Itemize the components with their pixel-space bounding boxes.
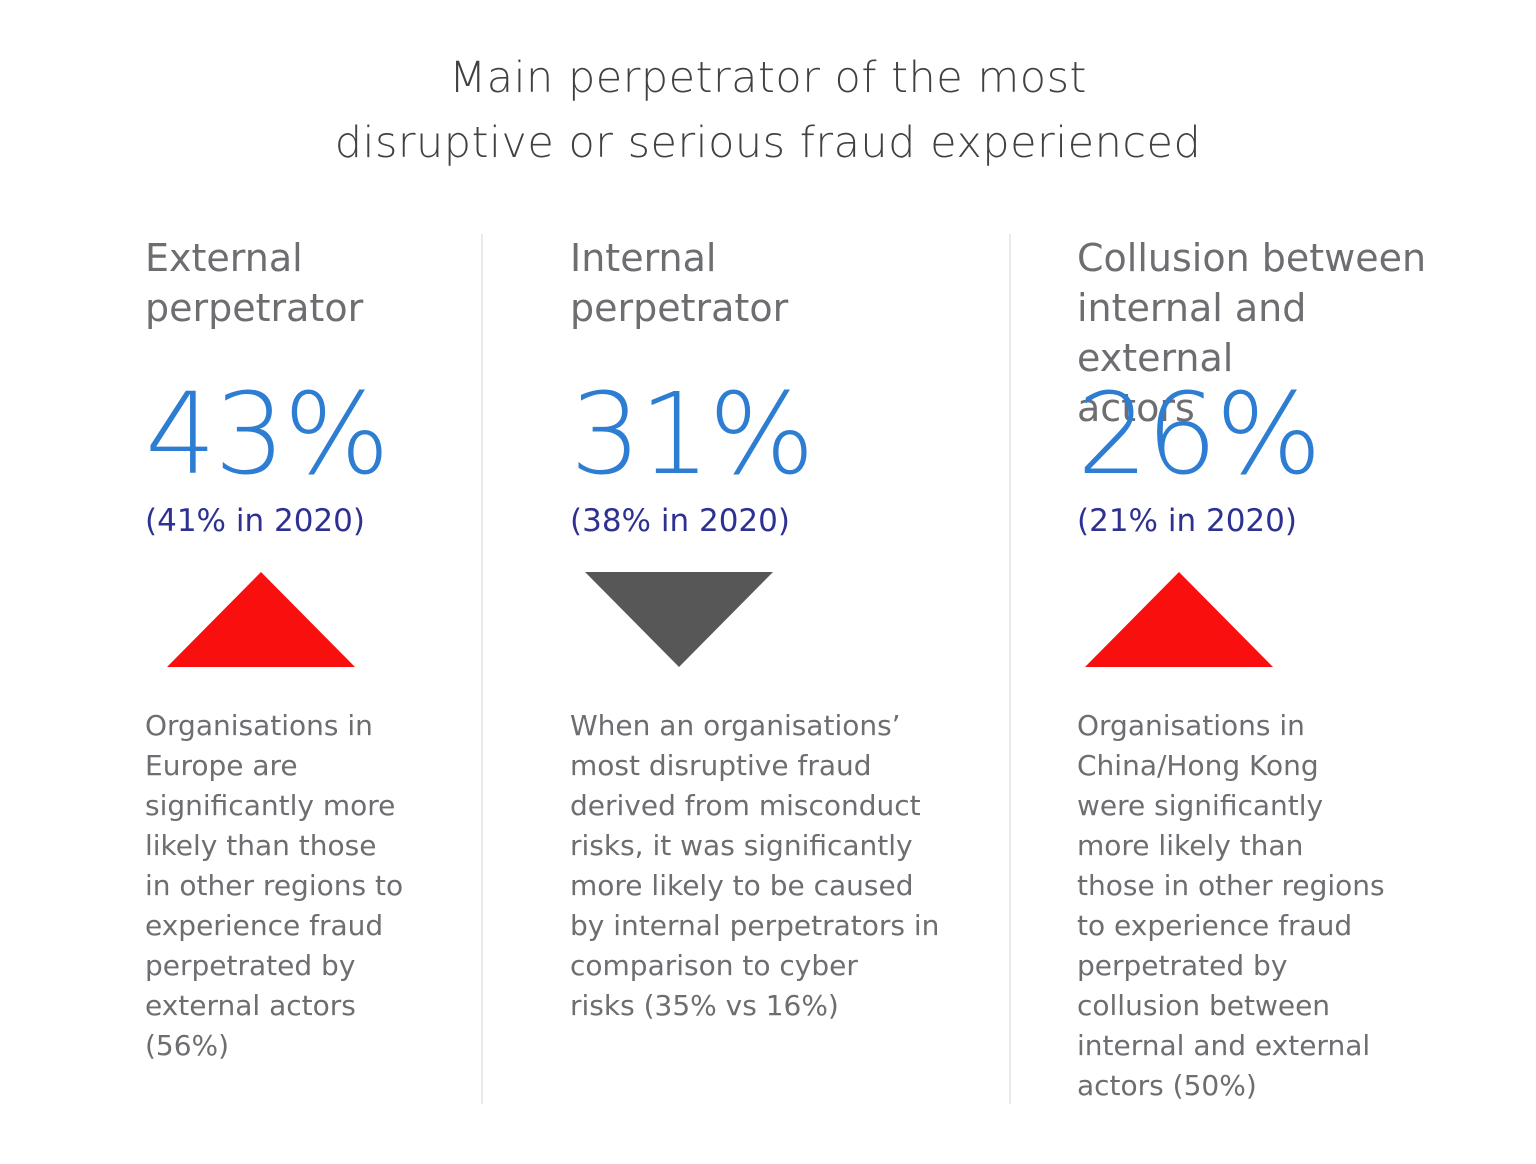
stat-heading: External perpetrator [145, 236, 364, 330]
page-title: Main perpetrator of the most disruptive … [334, 53, 1202, 168]
stat-prior-year-value: (38% in 2020) [570, 503, 790, 539]
stat-column-internal-perpetrator: Internal perpetrator 31% (38% in 2020) W… [570, 233, 980, 1113]
trend-up-icon [1085, 572, 1273, 667]
stat-prior-year-value: (41% in 2020) [145, 503, 365, 539]
stat-value: 26% [1077, 370, 1322, 500]
stat-note: Organisations in China/Hong Kong were si… [1077, 709, 1385, 1102]
stat-value: 43% [145, 370, 390, 500]
stat-column-external-perpetrator: External perpetrator 43% (41% in 2020) O… [145, 233, 475, 1113]
stat-note: When an organisations’ most disruptive f… [570, 709, 940, 1022]
column-divider [1009, 234, 1011, 1104]
stat-column-collusion: Collusion between internal and external … [1077, 233, 1472, 1113]
stat-heading: Internal perpetrator [570, 236, 789, 330]
column-divider [481, 234, 483, 1104]
stat-value: 31% [570, 370, 815, 500]
trend-up-icon [167, 572, 355, 667]
stat-prior-year-value: (21% in 2020) [1077, 503, 1297, 539]
trend-down-icon [585, 572, 773, 667]
stat-heading: Collusion between internal and external … [1077, 236, 1427, 430]
stat-note: Organisations in Europe are significantl… [145, 709, 404, 1062]
